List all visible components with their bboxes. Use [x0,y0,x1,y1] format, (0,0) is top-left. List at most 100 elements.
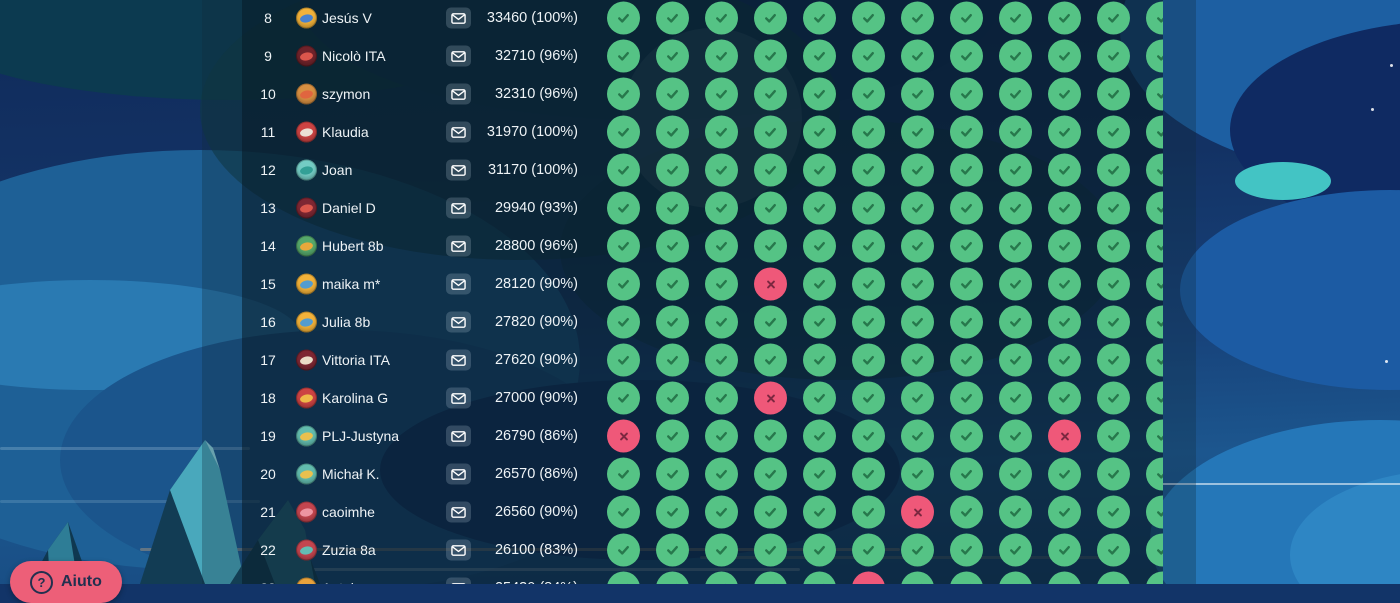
help-button[interactable]: ? Aiuto [10,561,122,603]
check-icon [1010,431,1021,441]
player-name: Michał K. [322,466,380,482]
message-button[interactable] [446,45,471,67]
answer-correct-badge [950,77,983,111]
check-icon [618,51,629,61]
check-icon [961,279,972,289]
message-button[interactable] [446,7,471,29]
check-icon [1010,279,1021,289]
avatar-fish-icon [299,240,314,252]
check-icon [863,545,874,555]
x-icon [766,280,775,288]
question-mark-icon: ? [30,570,53,594]
check-icon [1059,469,1070,479]
answer-correct-badge [852,457,885,491]
check-icon [765,507,776,517]
answer-correct-badge [705,533,738,567]
check-icon [1059,355,1070,365]
check-icon [1157,435,1163,441]
check-icon [667,127,678,137]
check-icon [912,393,923,403]
answer-correct-badge [607,381,640,415]
check-icon [814,203,825,213]
results-strip [607,191,1163,225]
check-icon [1157,549,1163,555]
message-button[interactable] [446,425,471,447]
check-icon [1157,283,1163,289]
message-button[interactable] [446,387,471,409]
answer-correct-badge [803,229,836,263]
avatar [296,425,317,447]
message-button[interactable] [446,463,471,485]
answer-correct-badge [1048,533,1081,567]
check-icon [814,241,825,251]
check-icon [716,469,727,479]
check-icon [1010,393,1021,403]
check-icon [716,317,727,327]
answer-correct-badge [754,305,787,339]
check-icon [1108,469,1119,479]
message-button[interactable] [446,235,471,257]
message-button[interactable] [446,197,471,219]
answer-correct-badge [803,191,836,225]
check-icon [1108,431,1119,441]
message-button[interactable] [446,349,471,371]
message-button[interactable] [446,501,471,523]
answer-correct-badge [950,305,983,339]
check-icon [814,51,825,61]
answer-correct-badge [607,267,640,301]
check-icon [1108,241,1119,251]
answer-wrong-badge [901,495,934,529]
answer-correct-badge [1146,229,1163,263]
answer-correct-badge [852,1,885,35]
check-icon [912,127,923,137]
answer-correct-badge [656,1,689,35]
message-button[interactable] [446,159,471,181]
envelope-icon [451,164,466,176]
results-strip [607,343,1163,377]
message-button[interactable] [446,577,471,584]
results-strip [607,229,1163,263]
answer-correct-badge [852,191,885,225]
message-button[interactable] [446,539,471,561]
check-icon [814,393,825,403]
check-icon [863,393,874,403]
envelope-icon [451,278,466,290]
check-icon [1010,355,1021,365]
score-label: 32710 (96%) [494,48,578,64]
check-icon [1108,51,1119,61]
check-icon [1157,93,1163,99]
message-button[interactable] [446,121,471,143]
check-icon [1157,169,1163,175]
cloud [1235,162,1331,200]
avatar-fish-icon [299,50,314,62]
check-icon [863,431,874,441]
answer-correct-badge [607,191,640,225]
check-icon [961,165,972,175]
check-icon [618,89,629,99]
check-icon [912,13,923,23]
answer-correct-badge [1048,457,1081,491]
results-strip [607,115,1163,149]
message-button[interactable] [446,273,471,295]
check-icon [1010,469,1021,479]
check-icon [765,545,776,555]
message-button[interactable] [446,83,471,105]
answer-correct-badge [656,39,689,73]
check-icon [863,469,874,479]
check-icon [1010,127,1021,137]
answer-correct-badge [950,495,983,529]
score-label: 31170 (100%) [487,162,578,178]
message-button[interactable] [446,311,471,333]
answer-correct-badge [656,115,689,149]
answer-correct-badge [705,381,738,415]
avatar [296,197,317,219]
answer-correct-badge [1097,495,1130,529]
check-icon [618,241,629,251]
check-icon [1059,203,1070,213]
envelope-icon [451,12,466,24]
answer-correct-badge [705,115,738,149]
answer-correct-badge [1146,153,1163,187]
answer-correct-badge [1146,191,1163,225]
score-label: 27820 (90%) [494,314,578,330]
check-icon [765,165,776,175]
